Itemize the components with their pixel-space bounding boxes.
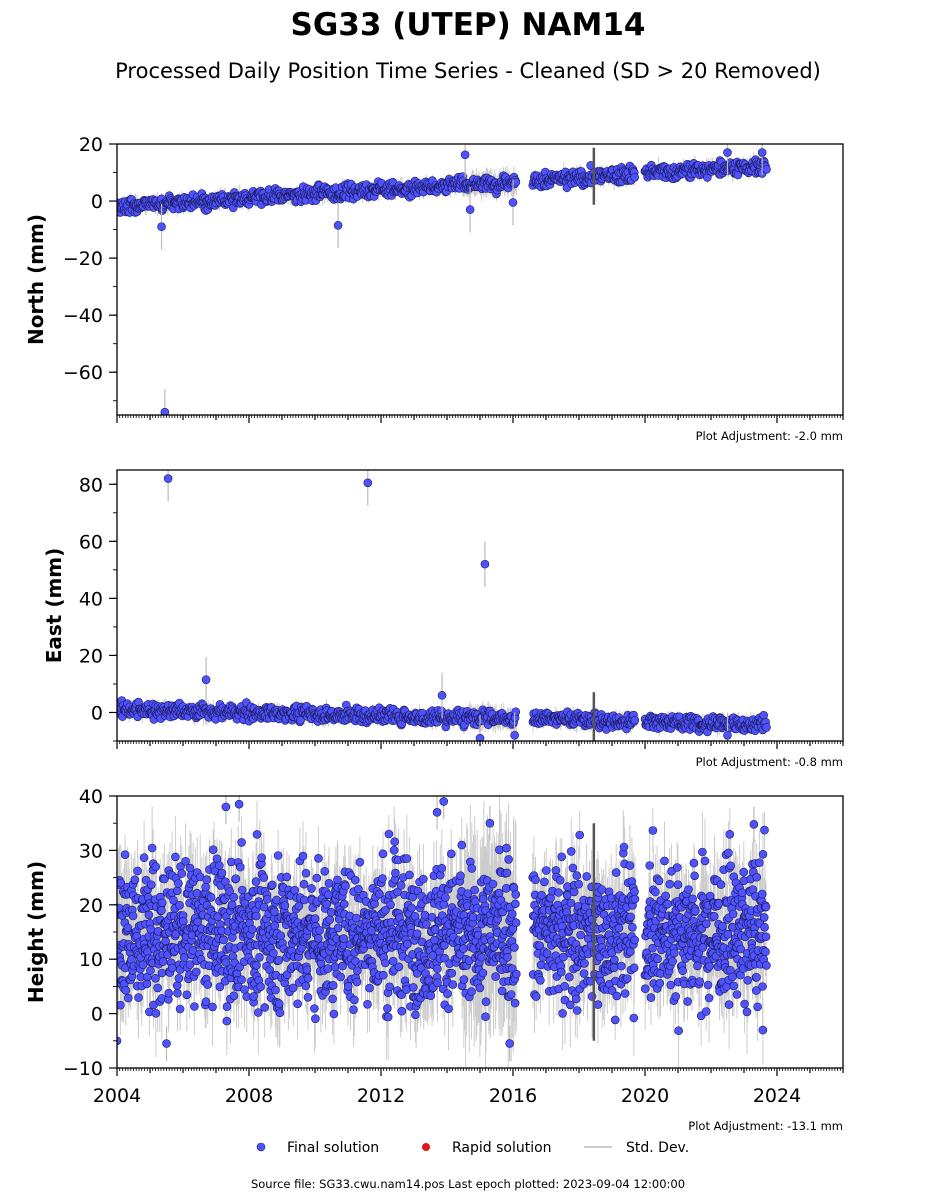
outlier-point [508, 198, 518, 207]
outlier-point [723, 148, 732, 157]
data-point [762, 165, 771, 174]
plot-adjustment-note: Plot Adjustment: -2.0 mm [696, 429, 843, 443]
y-axis-label: North (mm) [24, 214, 48, 345]
y-tick-label: −20 [63, 248, 103, 270]
y-tick-label: 20 [79, 134, 103, 156]
outlier-point [465, 205, 475, 214]
y-tick-label: −60 [63, 362, 103, 384]
outlier-point [160, 407, 170, 415]
outlier-point [333, 221, 343, 230]
data-point [630, 173, 640, 182]
outlier-point [157, 222, 166, 232]
plot-area [117, 144, 771, 415]
chart-title: SG33 (UTEP) NAM14 [291, 7, 646, 43]
final-solution-points [117, 155, 771, 217]
panels: 20 0 −20 −40 −60 North (mm) Plot Adjustment: -… [24, 134, 844, 1133]
y-tick-label: 0 [91, 191, 103, 213]
final-solution-points [117, 696, 771, 737]
panel-1: 20 0 −20 −40 −60 North (mm) Plot Adjustment: -… [24, 134, 844, 443]
y-tick-label: −40 [63, 305, 103, 327]
outlier-point [460, 150, 470, 160]
data-point [511, 177, 521, 187]
outlier-point [757, 148, 767, 157]
chart-subtitle: Processed Daily Position Time Series - C… [115, 59, 821, 83]
plot-area [117, 470, 771, 741]
